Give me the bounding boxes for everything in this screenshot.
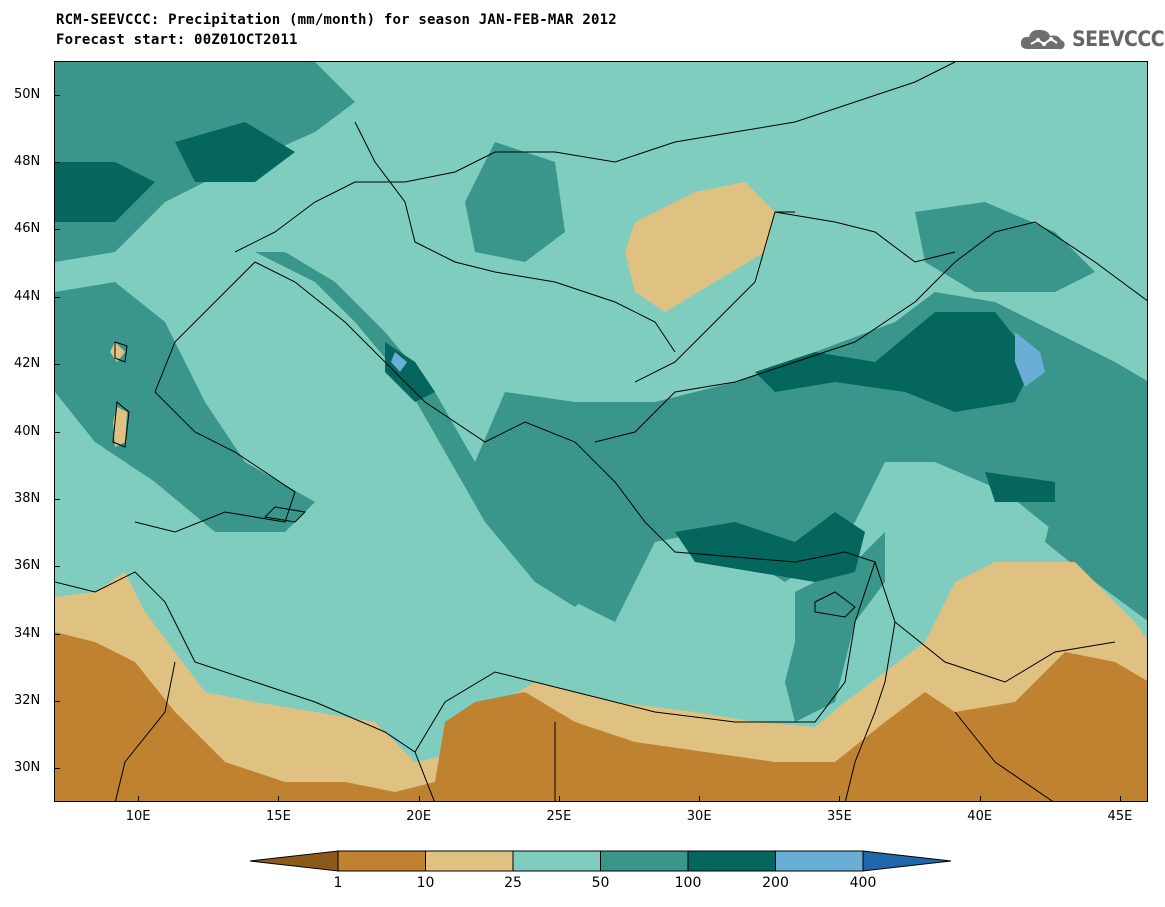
- longitude-label: 25E: [546, 809, 572, 824]
- longitude-tick: [1119, 796, 1121, 802]
- longitude-tick: [979, 796, 981, 802]
- latitude-tick: [54, 229, 60, 231]
- latitude-label: 42N: [14, 356, 41, 372]
- colorbar-level-label: 50: [591, 875, 610, 891]
- latitude-label: 46N: [14, 221, 41, 237]
- latitude-label: 36N: [14, 558, 41, 574]
- latitude-tick: [54, 498, 60, 500]
- longitude-label: 15E: [266, 809, 291, 824]
- colorbar-level-label: 100: [674, 875, 702, 891]
- colorbar-level-label: 25: [504, 875, 522, 891]
- latitude-tick: [54, 633, 60, 635]
- latitude-tick: [54, 566, 60, 568]
- band-200-400: [391, 332, 1045, 387]
- precipitation-field: [55, 62, 1147, 801]
- longitude-label: 20E: [406, 809, 432, 824]
- latitude-label: 32N: [14, 692, 41, 708]
- longitude-tick: [558, 796, 560, 802]
- longitude-tick: [839, 796, 841, 802]
- colorbar-level-label: 200: [762, 875, 789, 891]
- latitude-label: 38N: [14, 490, 41, 506]
- longitude-tick: [699, 796, 701, 802]
- coastlines: [55, 62, 1147, 801]
- logo-text: SEEVCCC: [1072, 27, 1165, 51]
- cloud-icon: [1020, 29, 1065, 50]
- colorbar: [250, 850, 952, 872]
- longitude-tick: [278, 796, 280, 802]
- colorbar-segment: [512, 850, 601, 872]
- latitude-tick: [54, 431, 60, 433]
- latitude-tick: [54, 162, 60, 164]
- band-1-10: [55, 632, 1147, 801]
- map-title: RCM-SEEVCCC: Precipitation (mm/month) fo…: [56, 12, 617, 28]
- colorbar-segment: [687, 850, 776, 872]
- longitude-label: 40E: [967, 809, 993, 824]
- precipitation-map: [54, 61, 1148, 802]
- longitude-tick: [138, 796, 140, 802]
- latitude-tick: [54, 768, 60, 770]
- latitude-label: 48N: [14, 154, 41, 170]
- latitude-label: 44N: [14, 288, 41, 304]
- latitude-label: 30N: [14, 760, 41, 776]
- colorbar-level-label: 400: [849, 875, 877, 891]
- latitude-label: 50N: [14, 86, 41, 102]
- colorbar-level-label: 1: [333, 875, 343, 891]
- seevccc-logo: SEEVCCC: [1018, 22, 1165, 56]
- latitude-tick: [54, 364, 60, 366]
- longitude-label: 30E: [686, 809, 712, 824]
- forecast-start-label: Forecast start: 00Z01OCT2011: [56, 32, 298, 48]
- colorbar-level-label: 10: [416, 875, 435, 891]
- colorbar-segment: [337, 850, 426, 872]
- colorbar-segment: [862, 850, 952, 872]
- latitude-label: 40N: [14, 423, 41, 439]
- colorbar-segment: [250, 850, 339, 872]
- latitude-tick: [54, 700, 60, 702]
- longitude-label: 10E: [125, 809, 151, 824]
- colorbar-segment: [775, 850, 864, 872]
- colorbar-segment: [425, 850, 514, 872]
- longitude-label: 35E: [827, 809, 852, 824]
- latitude-tick: [54, 296, 60, 298]
- longitude-tick: [418, 796, 420, 802]
- latitude-label: 34N: [14, 625, 41, 641]
- latitude-tick: [54, 94, 60, 96]
- colorbar-segment: [600, 850, 689, 872]
- longitude-label: 45E: [1107, 809, 1133, 824]
